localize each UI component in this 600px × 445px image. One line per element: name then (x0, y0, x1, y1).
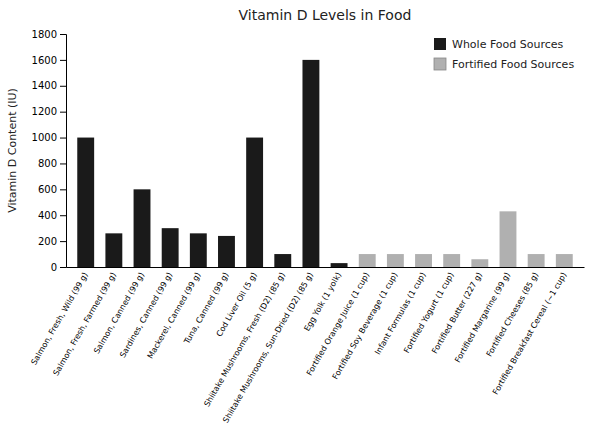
bar (134, 189, 151, 267)
x-tick-label: Infant Formulas (1 cup) (373, 271, 427, 356)
x-axis-line (67, 267, 585, 268)
y-tick-mark (60, 112, 66, 113)
x-tick-label: Salmon, Canned (99 g) (92, 271, 146, 355)
y-tick-label: 1400 (32, 80, 57, 91)
x-tick: Salmon, Fresh, Wild (99 g) (29, 271, 89, 367)
bar (556, 254, 573, 267)
bar (387, 254, 404, 267)
y-tick-label: 400 (38, 210, 57, 221)
y-tick-label: 1800 (32, 29, 57, 40)
bar (190, 233, 207, 267)
x-tick-label: Sardines, Canned (99 g) (118, 271, 174, 359)
bar (471, 259, 488, 267)
y-tick: 800 (38, 158, 66, 169)
x-tick: Salmon, Canned (99 g) (92, 271, 146, 355)
bar (218, 236, 235, 267)
plot: 0 200 400 600 800 1000 1200 1400 1600 1800 Salmon,… (29, 29, 584, 425)
x-tick-label: Fortified Yogurt (1 cup) (402, 271, 456, 355)
y-tick-mark (60, 163, 66, 164)
legend-item: Fortified Food Sources (434, 58, 574, 71)
bar (331, 263, 348, 267)
x-tick-label: Fortified Breakfast Cereal (~1 cup) (491, 271, 568, 396)
x-tick: Infant Formulas (1 cup) (373, 271, 427, 356)
bar (274, 254, 291, 267)
bar (302, 60, 319, 267)
y-tick-mark (60, 86, 66, 87)
legend: Whole Food Sources Fortified Food Sources (434, 38, 574, 71)
bars (77, 60, 572, 267)
y-tick: 0 (51, 262, 66, 273)
x-tick-label: Salmon, Fresh, Wild (99 g) (29, 271, 89, 367)
x-tick-label: Shiitake Mushrooms, Sun-Dried (D2) (85 g… (221, 271, 315, 424)
y-tick: 1600 (32, 55, 66, 66)
legend-item: Whole Food Sources (434, 38, 564, 51)
y-axis-line (60, 35, 67, 268)
legend-swatch (434, 38, 446, 50)
x-tick: Fortified Breakfast Cereal (~1 cup) (491, 271, 568, 396)
y-tick: 1000 (32, 132, 66, 143)
bar (443, 254, 460, 267)
y-tick-label: 800 (38, 158, 57, 169)
legend-swatch (434, 58, 446, 70)
y-tick-label: 0 (51, 262, 57, 273)
y-axis: 0 200 400 600 800 1000 1200 1400 1600 1800 (32, 29, 67, 273)
x-tick: Fortified Yogurt (1 cup) (402, 271, 456, 355)
x-tick: Fortified Margarine (99 g) (453, 271, 512, 364)
y-tick-label: 1600 (32, 55, 57, 66)
y-tick: 600 (38, 184, 66, 195)
y-tick-label: 1200 (32, 106, 57, 117)
y-tick-mark (60, 189, 66, 190)
y-tick: 400 (38, 210, 66, 221)
y-tick-mark (60, 34, 66, 35)
y-tick-mark (60, 241, 66, 242)
x-tick: Fortified Cheeses (85 g) (485, 271, 541, 358)
bar (105, 233, 122, 267)
y-tick: 200 (38, 236, 66, 247)
x-tick-label: Mackerel, Canned (99 g) (146, 271, 203, 360)
x-tick-label: Fortified Cheeses (85 g) (485, 271, 541, 358)
y-tick-label: 600 (38, 184, 57, 195)
legend-label: Whole Food Sources (452, 38, 564, 51)
y-tick: 1800 (32, 29, 66, 40)
y-tick-label: 200 (38, 236, 57, 247)
bar (500, 211, 517, 267)
y-axis-title: Vitamin D Content (IU) (6, 88, 19, 213)
bar (77, 138, 94, 267)
bar (415, 254, 432, 267)
x-tick: Sardines, Canned (99 g) (118, 271, 174, 359)
y-tick-mark (60, 215, 66, 216)
x-tick: Shiitake Mushrooms, Sun-Dried (D2) (85 g… (221, 271, 315, 424)
y-tick-mark (60, 138, 66, 139)
x-tick-label: Fortified Margarine (99 g) (453, 271, 512, 364)
legend-label: Fortified Food Sources (452, 58, 574, 71)
bar (246, 138, 263, 267)
y-tick: 1200 (32, 106, 66, 117)
x-tick: Fortified Butter (227 g) (430, 271, 484, 355)
x-axis: Salmon, Fresh, Wild (99 g)Salmon, Fresh,… (29, 268, 584, 425)
y-tick: 1400 (32, 80, 66, 91)
y-tick-label: 1000 (32, 132, 57, 143)
title: Vitamin D Levels in Food (239, 7, 412, 23)
bar (162, 228, 179, 267)
x-tick: Mackerel, Canned (99 g) (146, 271, 203, 360)
y-tick-mark (60, 267, 66, 268)
x-tick-label: Fortified Butter (227 g) (430, 271, 484, 355)
y-tick-mark (60, 60, 66, 61)
bar (528, 254, 545, 267)
bar (359, 254, 376, 267)
chart: 0 200 400 600 800 1000 1200 1400 1600 1800 Salmon,… (0, 0, 600, 445)
